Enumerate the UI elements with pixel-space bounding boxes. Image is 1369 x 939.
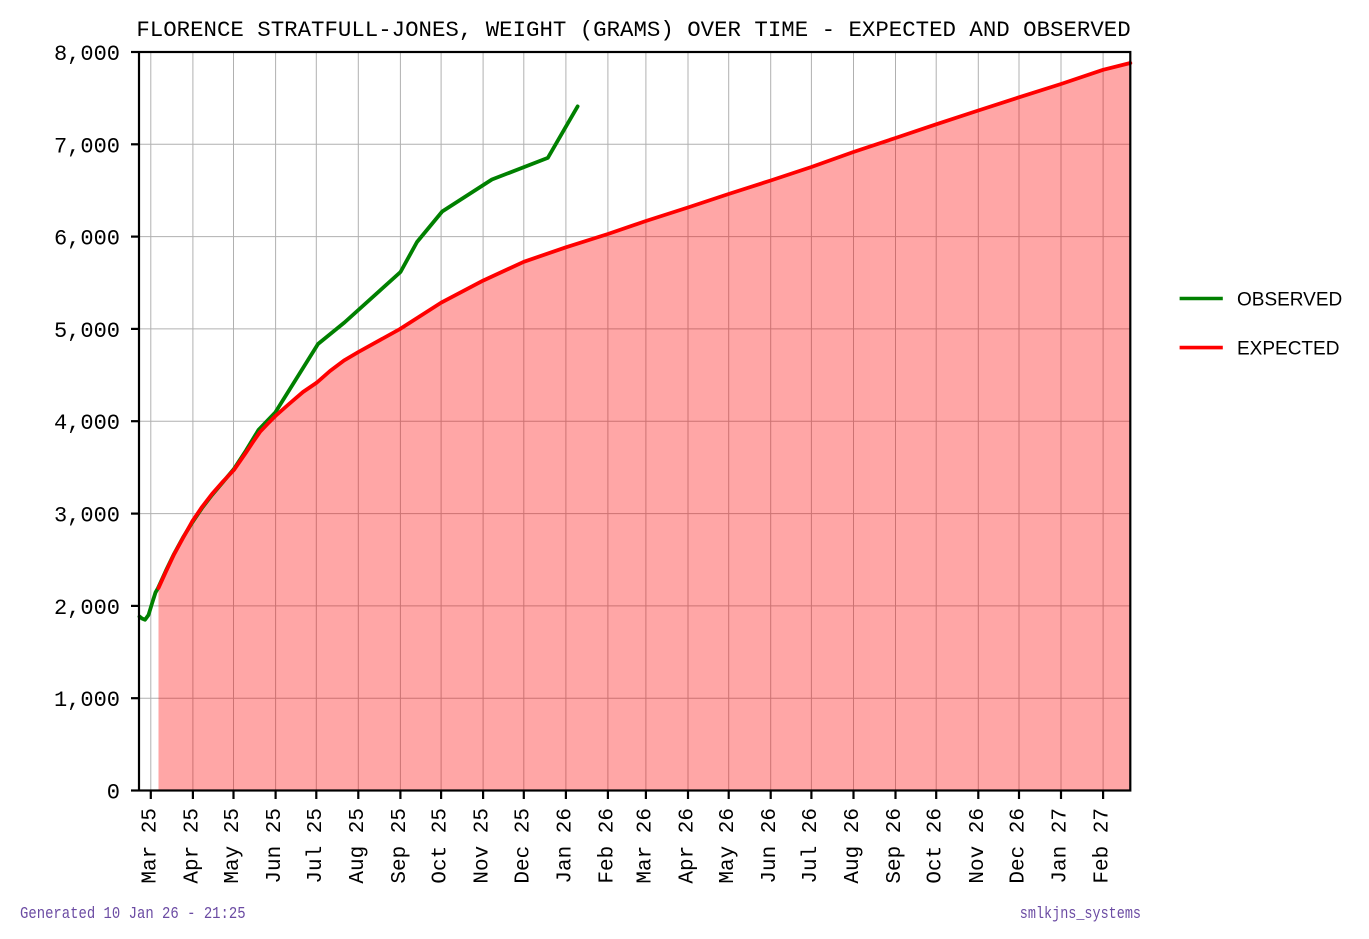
- svg-text:5,000: 5,000: [54, 319, 120, 344]
- svg-text:FLORENCE STRATFULL-JONES, WEIG: FLORENCE STRATFULL-JONES, WEIGHT (GRAMS)…: [136, 17, 1130, 43]
- svg-text:Jun 26: Jun 26: [759, 808, 782, 884]
- svg-text:6,000: 6,000: [54, 227, 120, 252]
- svg-text:Nov 26: Nov 26: [967, 808, 990, 884]
- svg-text:EXPECTED: EXPECTED: [1237, 339, 1339, 360]
- svg-text:Sep 26: Sep 26: [884, 808, 907, 884]
- svg-text:Mar 25: Mar 25: [139, 808, 162, 884]
- svg-text:Feb 26: Feb 26: [596, 808, 619, 884]
- svg-text:Nov 25: Nov 25: [472, 808, 495, 884]
- svg-text:Aug 25: Aug 25: [347, 808, 370, 884]
- svg-text:Oct 25: Oct 25: [430, 808, 453, 884]
- svg-text:3,000: 3,000: [54, 504, 120, 529]
- svg-text:Jan 27: Jan 27: [1050, 808, 1073, 884]
- svg-text:7,000: 7,000: [54, 134, 120, 159]
- svg-text:Jan 26: Jan 26: [554, 808, 577, 884]
- svg-text:smlkjns_systems: smlkjns_systems: [1020, 905, 1141, 924]
- svg-text:Apr 26: Apr 26: [677, 808, 700, 884]
- svg-text:Mar 26: Mar 26: [634, 808, 657, 884]
- svg-text:May 25: May 25: [222, 808, 245, 884]
- svg-text:Dec 26: Dec 26: [1008, 808, 1031, 884]
- svg-text:8,000: 8,000: [54, 42, 120, 67]
- svg-text:Jun 25: Jun 25: [264, 808, 287, 884]
- svg-text:Dec 25: Dec 25: [512, 808, 535, 884]
- svg-text:Aug 26: Aug 26: [842, 808, 865, 884]
- svg-text:Jul 26: Jul 26: [800, 808, 823, 884]
- svg-text:OBSERVED: OBSERVED: [1237, 290, 1342, 311]
- svg-text:Oct 26: Oct 26: [925, 808, 948, 884]
- svg-text:Jul 25: Jul 25: [305, 808, 328, 884]
- svg-text:1,000: 1,000: [54, 688, 120, 713]
- svg-text:Feb 27: Feb 27: [1092, 808, 1115, 884]
- svg-text:0: 0: [107, 781, 120, 806]
- svg-text:2,000: 2,000: [54, 596, 120, 621]
- svg-text:May 26: May 26: [717, 808, 740, 884]
- svg-text:Generated 10 Jan 26 - 21:25: Generated 10 Jan 26 - 21:25: [20, 905, 246, 924]
- svg-text:Apr 25: Apr 25: [181, 808, 204, 884]
- svg-text:4,000: 4,000: [54, 411, 120, 436]
- svg-text:Sep 25: Sep 25: [389, 808, 412, 884]
